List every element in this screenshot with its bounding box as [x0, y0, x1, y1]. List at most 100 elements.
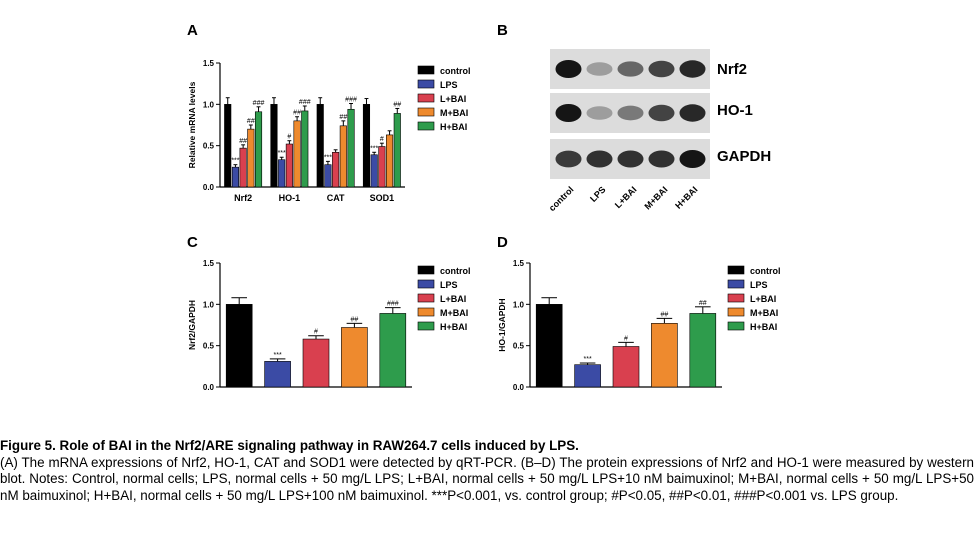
bar: [270, 104, 278, 188]
legend-label: L+BAI: [440, 294, 466, 304]
bar: [393, 113, 401, 188]
blot-image: [550, 49, 710, 179]
significance-label: ##: [293, 110, 301, 117]
blot-band: [555, 104, 582, 122]
y-axis-label: HO-1/GAPDH: [497, 298, 507, 351]
legend-swatch: [417, 321, 435, 331]
bar: [316, 104, 324, 188]
y-tick-label: 1.0: [513, 300, 525, 309]
legend-label: H+BAI: [440, 122, 467, 132]
blot-band: [586, 150, 613, 168]
significance-label: ##: [351, 316, 359, 323]
bar: [347, 108, 355, 188]
significance-label: #: [287, 134, 291, 141]
blot-row-label-ho1: HO-1: [717, 102, 753, 119]
legend-label: L+BAI: [750, 294, 776, 304]
bar: [386, 134, 394, 188]
legend-swatch: [727, 265, 745, 275]
legend-swatch: [727, 321, 745, 331]
blot-band: [555, 150, 582, 168]
significance-label: ###: [345, 97, 357, 104]
bar: [224, 104, 232, 188]
y-tick-label: 0.0: [203, 183, 215, 192]
legend-label: control: [440, 266, 471, 276]
bar: [285, 143, 293, 188]
significance-label: ***: [278, 150, 286, 157]
blot-band: [617, 61, 644, 77]
blot-band: [648, 60, 675, 78]
bar: [378, 146, 386, 188]
legend-label: LPS: [440, 280, 458, 290]
bar: [254, 111, 263, 188]
significance-label: ###: [253, 100, 265, 107]
significance-label: ###: [299, 99, 311, 106]
chart-d-ho1-gapdh: 0.00.51.01.5HO-1/GAPDH***#####controlLPS…: [497, 259, 781, 392]
legend-label: M+BAI: [750, 308, 778, 318]
y-tick-label: 1.5: [203, 259, 215, 268]
blot-band: [679, 60, 706, 78]
legend-swatch: [417, 93, 435, 103]
bar: [239, 147, 247, 188]
bar: [247, 128, 255, 188]
bar: [379, 313, 407, 388]
bar: [651, 323, 678, 388]
y-tick-label: 0.5: [203, 142, 215, 151]
legend-swatch: [417, 65, 435, 75]
caption-title: Figure 5. Role of BAI in the Nrf2/ARE si…: [0, 438, 579, 453]
y-tick-label: 1.0: [203, 100, 215, 109]
bar: [332, 151, 340, 188]
significance-label: #: [380, 136, 384, 143]
panel-label-c: C: [187, 234, 198, 251]
panel-label-d: D: [497, 234, 508, 251]
blot-band: [586, 62, 613, 76]
legend-swatch: [417, 265, 435, 275]
x-tick-label: HO-1: [279, 193, 301, 203]
bar: [278, 159, 286, 188]
y-tick-label: 0.0: [513, 383, 525, 392]
legend-label: M+BAI: [440, 108, 468, 118]
panel-label-b: B: [497, 22, 508, 39]
bar: [324, 164, 332, 188]
significance-label: ***: [584, 356, 592, 363]
figure-caption: Figure 5. Role of BAI in the Nrf2/ARE si…: [0, 438, 974, 504]
bar: [612, 346, 640, 388]
significance-label: #: [314, 329, 318, 336]
legend-swatch: [417, 107, 435, 117]
y-tick-label: 1.0: [203, 300, 215, 309]
bar: [689, 313, 717, 388]
legend-label: L+BAI: [440, 94, 466, 104]
significance-label: ##: [339, 114, 347, 121]
bar: [301, 110, 309, 188]
significance-label: ##: [247, 118, 255, 125]
bar: [231, 166, 239, 188]
legend-label: control: [750, 266, 781, 276]
significance-label: ***: [274, 352, 282, 359]
legend-label: H+BAI: [750, 322, 777, 332]
legend-swatch: [417, 79, 435, 89]
blot-band: [679, 104, 706, 122]
x-tick-label: Nrf2: [234, 193, 252, 203]
blot-row-label-gapdh: GAPDH: [717, 148, 772, 165]
significance-label: ##: [393, 101, 401, 108]
x-tick-label: SOD1: [370, 193, 395, 203]
significance-label: ###: [387, 301, 399, 308]
blot-band: [648, 104, 675, 122]
legend-swatch: [727, 307, 745, 317]
bar: [302, 338, 330, 388]
legend-label: M+BAI: [440, 308, 468, 318]
bar: [225, 304, 253, 388]
x-tick-label: CAT: [327, 193, 345, 203]
significance-label: ##: [239, 138, 247, 145]
blot-band: [679, 150, 706, 168]
caption-body: (A) The mRNA expressions of Nrf2, HO-1, …: [0, 454, 974, 503]
significance-label: ##: [699, 300, 707, 307]
significance-label: ***: [324, 154, 332, 161]
y-tick-label: 1.5: [513, 259, 525, 268]
bar: [339, 125, 347, 188]
significance-label: ***: [370, 145, 378, 152]
legend-swatch: [417, 293, 435, 303]
legend-label: LPS: [440, 80, 458, 90]
y-tick-label: 0.5: [203, 342, 215, 351]
bar: [341, 327, 368, 388]
